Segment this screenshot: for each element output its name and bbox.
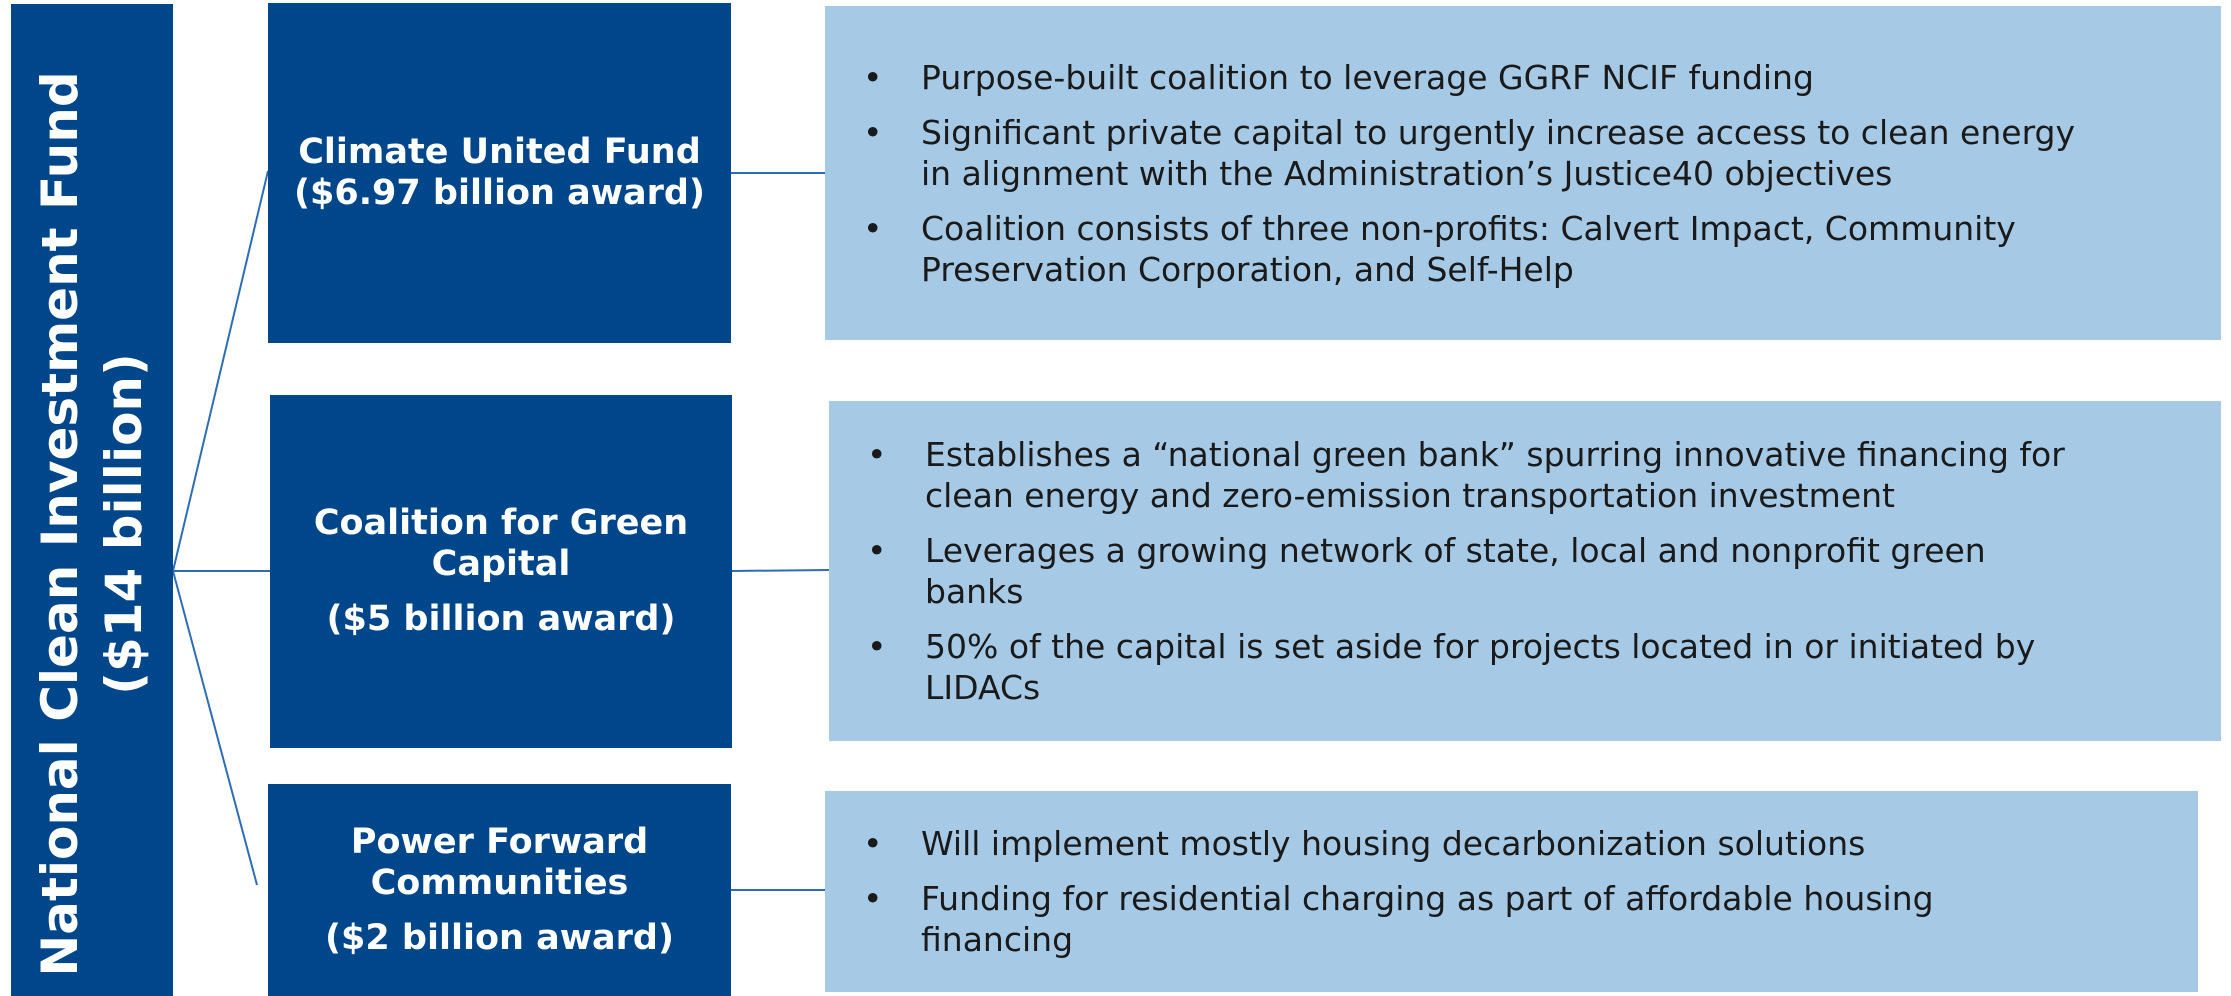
bullet-line: Coalition consists of three non-profits:… xyxy=(921,208,2016,248)
bullet-item: Significant private capital to urgently … xyxy=(863,112,2221,194)
award-amount: ($6.97 billion award) xyxy=(294,173,705,213)
award-name: Capital xyxy=(431,544,571,584)
bullet-line: LIDACs xyxy=(925,668,1041,707)
description-box: Will implement mostly housing decarboniz… xyxy=(825,791,2198,992)
bullet-line: financing xyxy=(921,920,1074,959)
award-name: Communities xyxy=(370,862,629,903)
bullet-line: 50% of the capital is set aside for proj… xyxy=(925,627,2036,666)
award-name: Power Forward xyxy=(350,821,649,862)
bullet-item: Establishes a “national green bank” spur… xyxy=(867,434,2221,516)
bullet-line: banks xyxy=(925,572,1024,611)
sidebar: National Clean Investment Fund ($14 billi… xyxy=(11,4,173,996)
description-box: Establishes a “national green bank” spur… xyxy=(829,401,2221,741)
bullet-item: Purpose-built coalition to leverage GGRF… xyxy=(863,57,2221,98)
bullet-item: 50% of the capital is set aside for proj… xyxy=(867,626,2221,708)
bullet-line: in alignment with the Administration’s J… xyxy=(921,153,1893,193)
bullet-line: Funding for residential charging as part… xyxy=(921,879,1934,918)
bullet-line: Preservation Corporation, and Self-Help xyxy=(921,249,1574,289)
bullet-line: Will implement mostly housing decarboniz… xyxy=(921,824,1866,863)
award-amount: ($2 billion award) xyxy=(325,917,674,958)
bullet-line: Purpose-built coalition to leverage GGRF… xyxy=(921,57,1814,97)
bullet-line: clean energy and zero-emission transport… xyxy=(925,476,1895,515)
sidebar-title: National Clean Investment Fund ($14 billi… xyxy=(28,71,156,976)
connector xyxy=(172,570,258,886)
sidebar-line: ($14 billion) xyxy=(95,353,153,695)
award-box: Climate United Fund ($6.97 billion award) xyxy=(268,3,731,343)
bullet-line: Establishes a “national green bank” spur… xyxy=(925,435,2065,474)
bullet-item: Will implement mostly housing decarboniz… xyxy=(863,823,2198,864)
connector xyxy=(731,569,830,572)
description-box: Purpose-built coalition to leverage GGRF… xyxy=(825,6,2221,340)
award-amount: ($5 billion award) xyxy=(326,599,676,639)
award-name: Climate United Fund xyxy=(298,132,701,172)
award-name: Coalition for Green xyxy=(313,503,689,543)
award-box: Coalition for Green Capital ($5 billion aw… xyxy=(270,395,732,748)
bullet-item: Leverages a growing network of state, lo… xyxy=(867,530,2221,612)
award-box: Power Forward Communities ($2 billion awar… xyxy=(268,784,731,996)
bullet-line: Leverages a growing network of state, lo… xyxy=(925,531,1986,570)
sidebar-line: National Clean Investment Fund xyxy=(31,71,89,977)
bullet-item: Coalition consists of three non-profits:… xyxy=(863,208,2221,290)
bullet-line: Significant private capital to urgently … xyxy=(921,112,2076,152)
connector xyxy=(172,170,269,572)
bullet-item: Funding for residential charging as part… xyxy=(863,878,2198,960)
